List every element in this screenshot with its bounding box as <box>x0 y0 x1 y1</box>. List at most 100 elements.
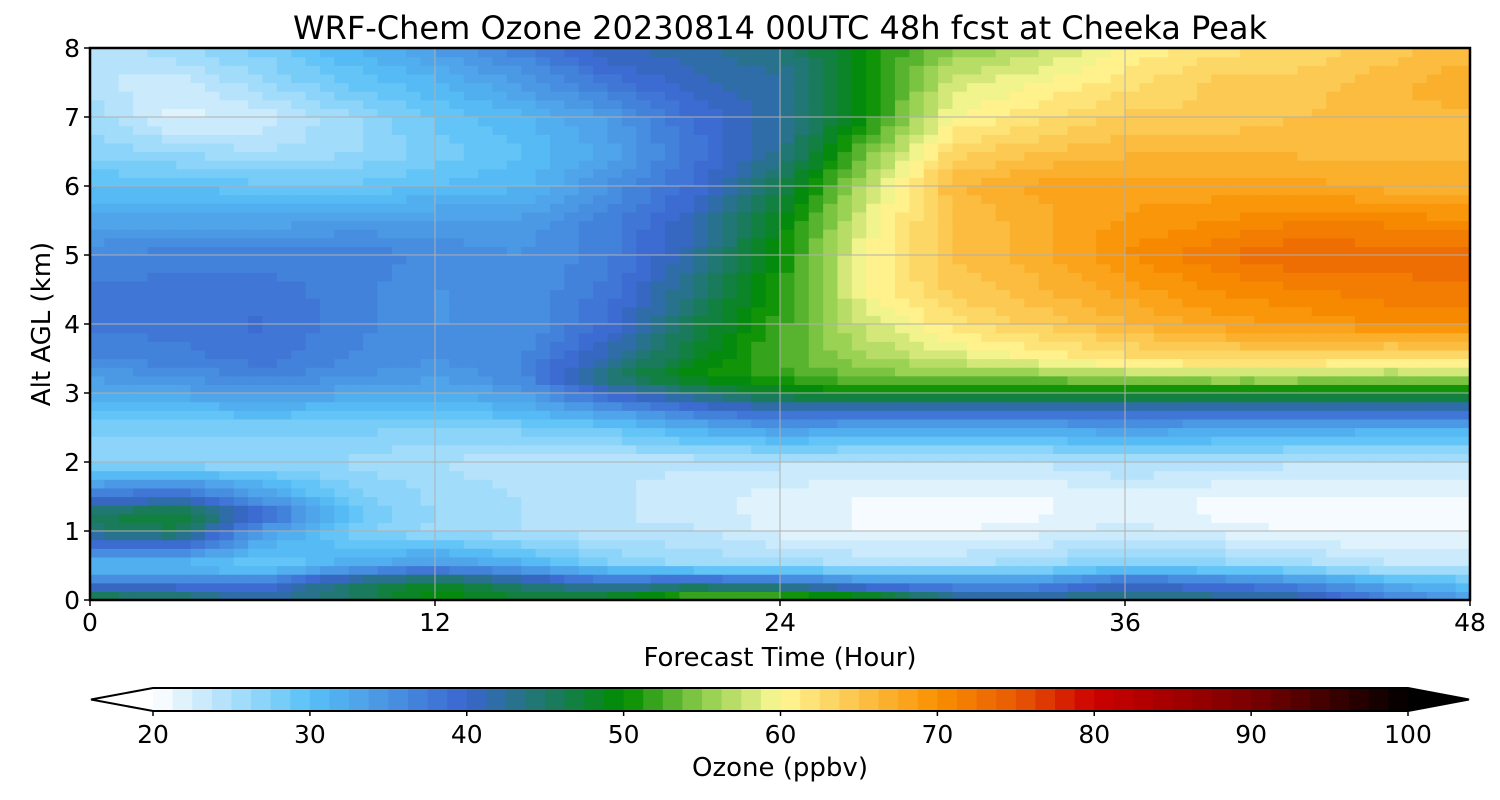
heatmap-cell <box>578 151 594 161</box>
heatmap-cell <box>1240 246 1255 256</box>
heatmap-cell <box>1081 582 1097 592</box>
heatmap-cell <box>133 332 149 342</box>
heatmap-cell <box>176 203 192 213</box>
heatmap-cell <box>1038 332 1054 342</box>
heatmap-cell <box>118 384 134 394</box>
heatmap-cell <box>938 272 954 282</box>
heatmap-cell <box>305 582 321 592</box>
heatmap-cell <box>435 203 450 213</box>
heatmap-cell <box>1081 444 1097 454</box>
heatmap-cell <box>952 272 968 282</box>
heatmap-cell <box>794 591 810 601</box>
heatmap-cell <box>1426 324 1442 334</box>
heatmap-cell <box>1053 401 1069 411</box>
heatmap-cell <box>1010 384 1025 394</box>
heatmap-cell <box>463 203 479 213</box>
heatmap-cell <box>161 306 177 316</box>
heatmap-cell <box>765 513 781 523</box>
heatmap-cell <box>219 246 235 256</box>
heatmap-cell <box>1182 289 1198 299</box>
heatmap-cell <box>1355 263 1370 273</box>
heatmap-cell <box>276 565 292 575</box>
heatmap-cell <box>1168 505 1184 515</box>
heatmap-cell <box>161 582 177 592</box>
heatmap-cell <box>952 315 968 325</box>
heatmap-cell <box>665 367 680 377</box>
heatmap-cell <box>880 487 896 498</box>
heatmap-cell <box>1067 298 1083 308</box>
heatmap-cell <box>1024 548 1040 558</box>
heatmap-cell <box>305 332 321 342</box>
heatmap-cell <box>1053 246 1069 256</box>
heatmap-cell <box>981 272 997 282</box>
heatmap-cell <box>176 289 192 299</box>
heatmap-cell <box>1340 255 1356 265</box>
heatmap-cell <box>449 384 465 394</box>
heatmap-cell <box>248 263 264 273</box>
heatmap-cell <box>636 220 652 230</box>
heatmap-cell <box>1311 487 1327 498</box>
heatmap-cell <box>851 513 867 523</box>
heatmap-cell <box>104 367 120 377</box>
heatmap-cell <box>449 582 465 592</box>
heatmap-cell <box>1053 237 1069 247</box>
heatmap-cell <box>1168 186 1184 196</box>
heatmap-cell <box>521 367 537 377</box>
heatmap-cell <box>1426 280 1442 291</box>
heatmap-cell <box>1153 203 1169 213</box>
heatmap-cell <box>1096 418 1112 429</box>
heatmap-cell <box>1412 401 1428 411</box>
heatmap-cell <box>1196 324 1212 334</box>
heatmap-cell <box>823 548 839 558</box>
heatmap-cell <box>233 393 249 403</box>
heatmap-cell <box>118 375 134 385</box>
heatmap-cell <box>851 255 867 265</box>
heatmap-cell <box>90 194 105 204</box>
heatmap-cell <box>276 531 292 541</box>
heatmap-cell <box>794 582 810 592</box>
heatmap-cell <box>693 531 709 541</box>
heatmap-cell <box>420 315 436 325</box>
heatmap-cell <box>1024 462 1040 472</box>
heatmap-cell <box>564 246 580 256</box>
heatmap-cell <box>1153 151 1169 161</box>
heatmap-cell <box>1240 384 1255 394</box>
heatmap-cell <box>190 203 206 213</box>
heatmap-cell <box>406 358 422 368</box>
heatmap-cell <box>1125 556 1140 567</box>
heatmap-cell <box>593 375 609 385</box>
heatmap-cell <box>1283 177 1299 187</box>
heatmap-cell <box>1196 186 1212 196</box>
heatmap-cell <box>1053 487 1069 498</box>
heatmap-cell <box>1412 220 1428 230</box>
heatmap-cell <box>995 384 1011 394</box>
heatmap-cell <box>578 513 594 523</box>
heatmap-cell <box>665 556 680 567</box>
heatmap-cell <box>521 324 537 334</box>
heatmap-cell <box>377 444 393 454</box>
heatmap-cell <box>161 151 177 161</box>
heatmap-cell <box>1096 591 1112 601</box>
heatmap-cell <box>621 151 637 161</box>
heatmap-cell <box>1110 375 1126 385</box>
heatmap-cell <box>794 203 810 213</box>
heatmap-cell <box>1081 237 1097 247</box>
heatmap-cell <box>377 349 393 360</box>
heatmap-cell <box>765 479 781 489</box>
heatmap-cell <box>233 289 249 299</box>
heatmap-cell <box>1125 548 1140 558</box>
heatmap-cell <box>377 401 393 411</box>
heatmap-cell <box>808 332 824 342</box>
heatmap-cell <box>578 393 594 403</box>
heatmap-cell <box>593 160 609 170</box>
heatmap-cell <box>665 341 680 351</box>
heatmap-cell <box>478 160 494 170</box>
heatmap-cell <box>593 591 609 601</box>
heatmap-cell <box>1182 556 1198 567</box>
heatmap-cell <box>981 229 997 239</box>
heatmap-cell <box>391 401 407 411</box>
heatmap-cell <box>1168 194 1184 204</box>
heatmap-cell <box>248 237 264 247</box>
heatmap-cell <box>276 298 292 308</box>
heatmap-cell <box>1383 384 1399 394</box>
